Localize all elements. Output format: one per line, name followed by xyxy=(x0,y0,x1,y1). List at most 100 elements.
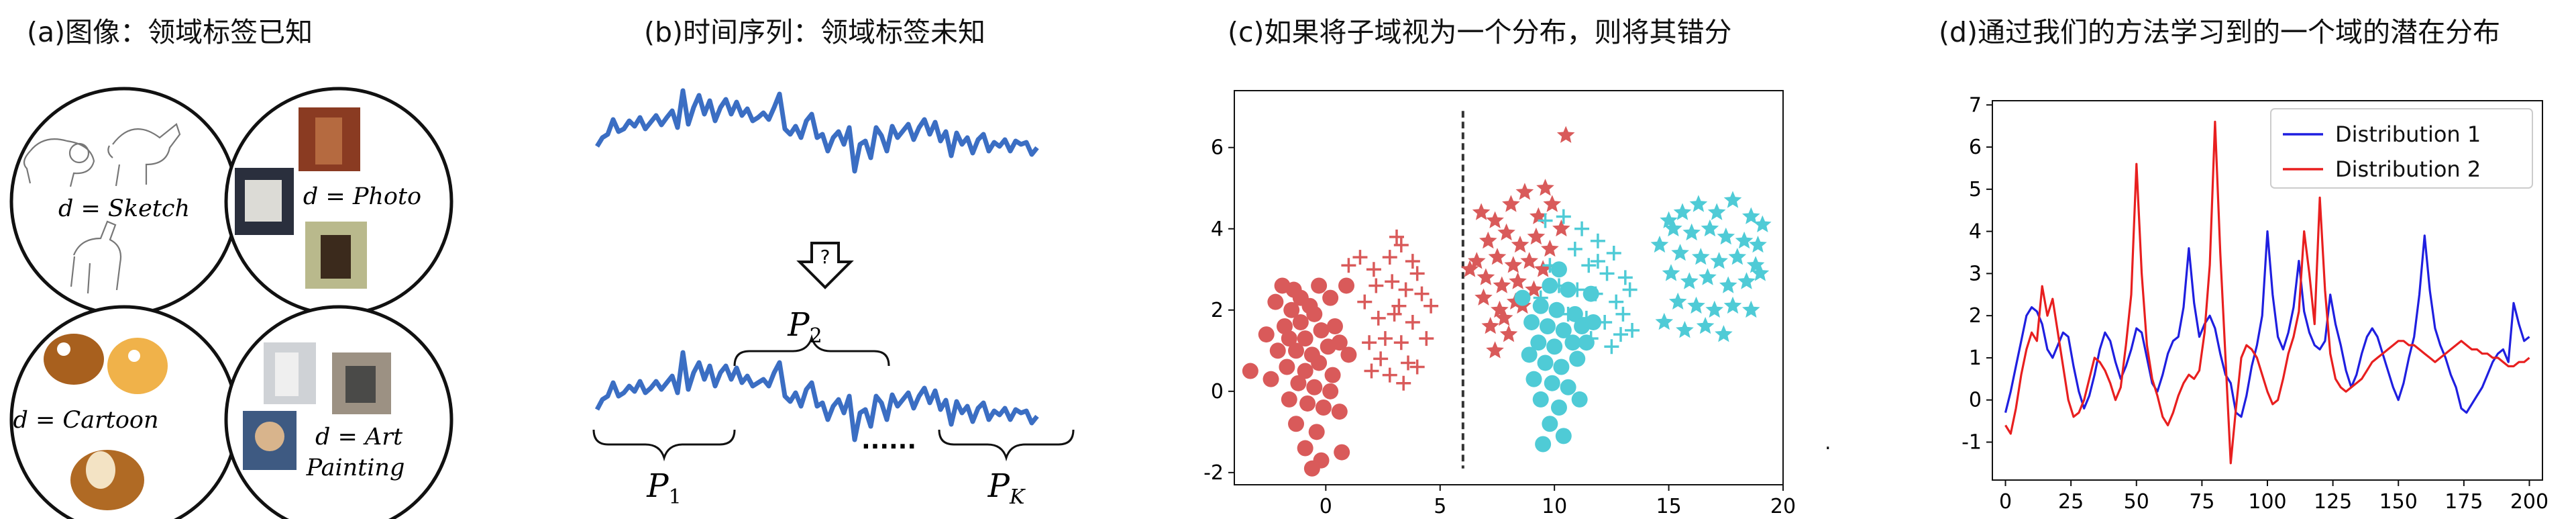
bottom-time-series-line xyxy=(594,350,1039,442)
sketch-circle: d = Sketch xyxy=(9,87,239,316)
scatter-point-cyan-plus xyxy=(1590,254,1605,269)
scatter-point-cyan-circle xyxy=(1544,375,1560,391)
scatter-point-cyan-star xyxy=(1754,215,1772,232)
scatter-point-cyan-star xyxy=(1668,292,1687,310)
scatter-point-red-star xyxy=(1509,272,1527,289)
scatter-point-red-circle xyxy=(1326,318,1343,334)
x-tick-label: 50 xyxy=(2124,490,2149,514)
scatter-point-red-plus xyxy=(1396,375,1411,391)
scatter-point-red-star xyxy=(1481,317,1499,334)
scatter-point-cyan-star xyxy=(1715,325,1733,342)
scatter-axes: 0 5 10 15 20 -2 0 2 4 6 xyxy=(1203,90,1796,518)
x-tick-label: 0 xyxy=(1999,490,2012,514)
scatter-point-red-circle xyxy=(1303,460,1320,477)
scatter-point-cyan-circle xyxy=(1555,322,1572,339)
scatter-point-red-circle xyxy=(1258,326,1275,343)
scatter-point-cyan-plus xyxy=(1609,294,1624,310)
scatter-point-red-circle xyxy=(1322,383,1339,399)
scatter-point-red-star xyxy=(1543,195,1562,212)
scatter-point-cyan-circle xyxy=(1542,277,1558,294)
scatter-point-cyan-plus xyxy=(1599,266,1615,281)
down-arrow-icon: ? xyxy=(796,242,854,289)
legend-label-2: Distribution 2 xyxy=(2335,156,2481,182)
y-tick-label: -1 xyxy=(1962,431,1982,455)
scatter-point-red-plus xyxy=(1409,359,1425,375)
scatter-point-cyan-circle xyxy=(1523,314,1540,330)
y-tick-label: 1 xyxy=(1969,346,1982,370)
x-tick-label: 100 xyxy=(2248,490,2286,514)
scatter-point-cyan-star xyxy=(1742,300,1760,318)
scatter-point-red-plus xyxy=(1382,250,1397,265)
scatter-point-red-plus xyxy=(1401,355,1416,371)
scatter-point-red-star xyxy=(1552,219,1570,237)
scatter-point-cyan-star xyxy=(1662,264,1680,281)
scatter-point-cyan-star xyxy=(1689,195,1708,212)
scatter-point-cyan-circle xyxy=(1532,297,1549,314)
scatter-point-red-star xyxy=(1515,183,1534,200)
scatter-point-cyan-circle xyxy=(1550,399,1567,416)
scatter-point-red-plus xyxy=(1419,331,1434,346)
scatter-point-red-star xyxy=(1472,203,1491,220)
scatter-point-cyan-plus xyxy=(1625,323,1640,338)
scatter-point-cyan-circle xyxy=(1564,334,1581,351)
panel-b: (b)时间序列：领域标签未知 ? P1 P2 PK ...... xyxy=(564,0,1087,519)
scatter-point-red-star xyxy=(1527,227,1546,245)
scatter-point-red-circle xyxy=(1297,440,1313,457)
scatter-plot-frame xyxy=(1234,90,1784,485)
scatter-point-red-star xyxy=(1497,223,1515,241)
scatter-point-cyan-star xyxy=(1682,223,1701,241)
scatter-point-red-circle xyxy=(1292,314,1309,330)
segment-p1-label: P1 xyxy=(646,467,681,509)
ellipsis-text: ...... xyxy=(861,427,916,455)
scatter-point-cyan-star xyxy=(1749,236,1767,253)
y-tick-label: 6 xyxy=(1211,136,1224,160)
scatter-point-cyan-circle xyxy=(1525,371,1542,387)
stray-dot: . xyxy=(1825,431,1831,455)
brace-pk xyxy=(938,429,1075,462)
scatter-point-red-plus xyxy=(1424,298,1439,314)
y-tick-label: -2 xyxy=(1203,461,1224,485)
art-circle: d = Art Painting xyxy=(224,305,453,519)
scatter-point-cyan-circle xyxy=(1560,281,1576,298)
line-legend: Distribution 1 Distribution 2 xyxy=(2270,108,2533,189)
scatter-point-red-circle xyxy=(1242,363,1258,379)
scatter-point-red-star xyxy=(1468,252,1486,269)
scatter-point-red-plus xyxy=(1409,266,1425,281)
scatter-point-red-circle xyxy=(1267,293,1284,310)
scatter-point-red-circle xyxy=(1269,342,1286,359)
x-tick-label: 125 xyxy=(2314,490,2352,514)
scatter-point-red-plus xyxy=(1389,229,1404,244)
scatter-point-red-plus xyxy=(1352,250,1368,265)
segment-p2-label: P2 xyxy=(787,306,822,348)
scatter-point-red-circle xyxy=(1297,363,1313,379)
scatter-point-cyan-star xyxy=(1710,252,1728,269)
scatter-point-cyan-star xyxy=(1742,207,1760,224)
y-tick-label: 5 xyxy=(1969,178,1982,201)
scatter-point-red-star xyxy=(1525,280,1543,297)
y-tick-label: 4 xyxy=(1211,218,1224,241)
x-tick-label: 200 xyxy=(2510,490,2548,514)
x-tick-label: 10 xyxy=(1542,495,1567,518)
scatter-point-red-plus xyxy=(1414,286,1430,301)
cartoon-horse-image xyxy=(44,334,104,385)
scatter-point-cyan-circle xyxy=(1582,285,1599,302)
scatter-point-red-plus xyxy=(1391,298,1407,314)
scatter-point-cyan-plus xyxy=(1574,221,1590,236)
scatter-point-cyan-circle xyxy=(1521,346,1538,363)
scatter-point-red-plus xyxy=(1393,237,1409,252)
cartoon-dog-image xyxy=(107,338,168,394)
question-mark: ? xyxy=(820,246,830,268)
panel-a-figure: d = Sketch d = Photo xyxy=(9,87,453,519)
x-tick-label: 175 xyxy=(2445,490,2483,514)
scatter-point-red-star xyxy=(1479,231,1497,249)
scatter-point-red-plus xyxy=(1373,351,1389,367)
scatter-point-red-star xyxy=(1474,288,1493,305)
scatter-point-cyan-star xyxy=(1699,268,1717,285)
scatter-point-red-circle xyxy=(1299,395,1316,412)
y-tick-label: 2 xyxy=(1969,304,1982,328)
scatter-point-cyan-circle xyxy=(1548,301,1565,318)
scatter-point-cyan-circle xyxy=(1560,379,1576,395)
scatter-point-red-circle xyxy=(1281,330,1297,347)
legend-box xyxy=(2270,108,2533,189)
scatter-point-red-star xyxy=(1477,268,1495,285)
